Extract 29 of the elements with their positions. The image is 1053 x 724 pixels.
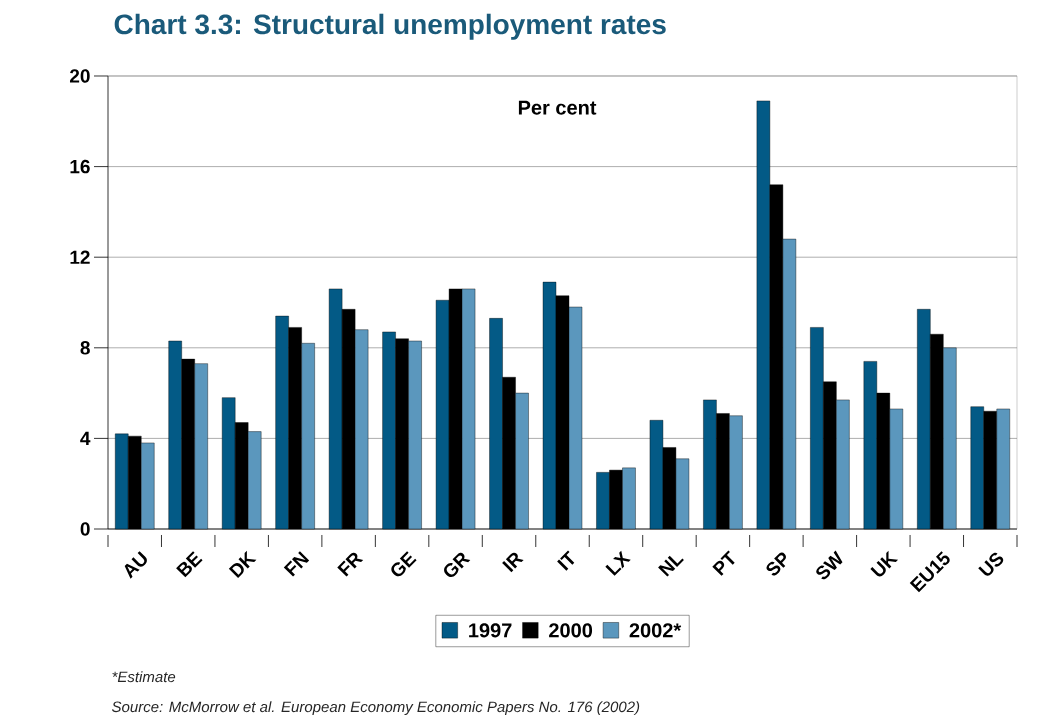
y-tick-label: 12	[70, 250, 90, 264]
x-tick-label: FN	[283, 551, 310, 577]
x-tick-label: SW	[816, 550, 843, 580]
x-tick-label: FR	[337, 552, 364, 577]
x-tick-label: DK	[228, 550, 257, 579]
x-tick-label: SP	[766, 552, 786, 576]
legend-label: 2002*	[629, 623, 682, 638]
legend-label: 2000	[549, 623, 593, 638]
legend-label: 1997	[469, 623, 512, 638]
x-tick-label: BE	[176, 551, 203, 578]
y-tick-label: 16	[70, 159, 90, 174]
x-tick-label: GE	[391, 551, 417, 577]
x-tick-label: PT	[712, 550, 735, 576]
x-tick-label: US	[978, 552, 1004, 576]
text: *Estimate	[112, 671, 176, 683]
y-tick-label: 0	[80, 522, 90, 536]
x-tick-label: LX	[605, 550, 631, 576]
y-tick-label: 4	[80, 431, 91, 445]
y-axis-title: Per cent	[518, 100, 597, 115]
source-note: Source: McMorrow et al. European Economy Economic Papers No. 176 (2002)	[111, 701, 640, 716]
x-tick-label: AU	[124, 551, 147, 579]
x-tick-label: IT	[557, 550, 575, 571]
x-tick-label: UK	[870, 550, 899, 577]
x-tick-label: IR	[502, 552, 524, 573]
x-tick-label: GR	[444, 552, 471, 578]
x-tick-label: NL	[658, 555, 684, 577]
chart-title: Chart 3.3: Structural unemployment rates	[114, 13, 666, 40]
y-tick-label: 8	[80, 341, 90, 355]
y-tick-label: 20	[69, 69, 90, 83]
